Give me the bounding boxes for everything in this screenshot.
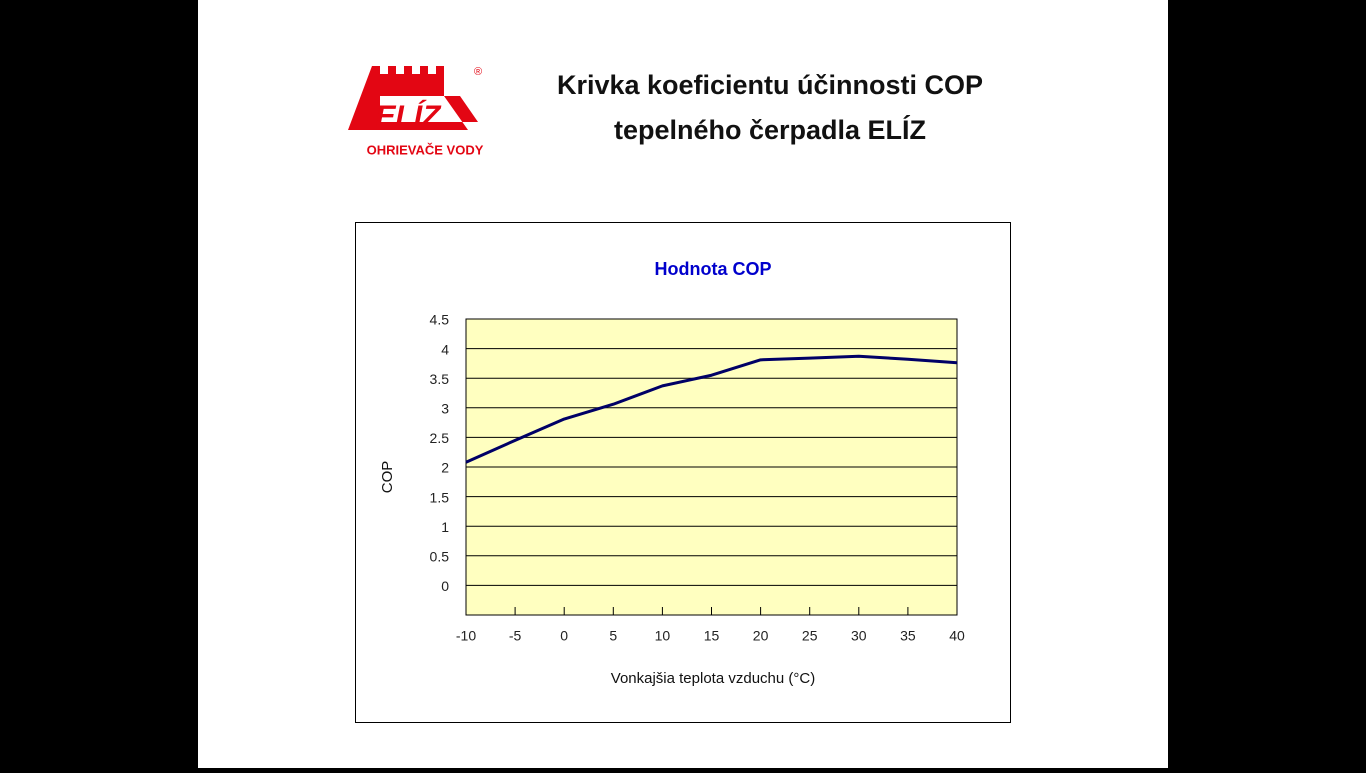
x-tick-label: -5 (509, 628, 522, 644)
x-tick-label: 25 (802, 628, 818, 644)
logo-registered: ® (474, 66, 482, 78)
slide-title: tepelného čerpadla ELÍZ (614, 114, 926, 145)
x-tick-label: -10 (456, 628, 476, 644)
y-tick-label: 0 (441, 578, 449, 594)
x-tick-label: 20 (753, 628, 769, 644)
logo-tagline: OHRIEVAČE VODY (367, 142, 484, 157)
slide-title: Krivka koeficientu účinnosti COP (557, 70, 983, 100)
x-tick-label: 40 (949, 628, 965, 644)
y-tick-label: 4.5 (430, 312, 450, 328)
y-tick-label: 3 (441, 401, 449, 417)
y-tick-label: 2 (441, 460, 449, 476)
y-tick-label: 0.5 (430, 549, 450, 565)
x-tick-label: 5 (609, 628, 617, 644)
x-tick-label: 0 (560, 628, 568, 644)
logo: ELÍZ ® OHRIEVAČE VODY (348, 66, 484, 157)
x-tick-label: 15 (704, 628, 720, 644)
x-tick-label: 10 (655, 628, 671, 644)
y-tick-label: 1 (441, 519, 449, 535)
x-axis-label: Vonkajšia teplota vzduchu (°C) (611, 670, 815, 687)
y-tick-label: 1.5 (430, 489, 450, 505)
logo-castle (348, 66, 478, 130)
x-tick-label: 35 (900, 628, 916, 644)
cop-line (465, 354, 958, 464)
y-tick-label: 4 (441, 341, 449, 357)
x-tick-label: 30 (851, 628, 867, 644)
y-tick-label: 2.5 (430, 430, 450, 446)
logo-brand: ELÍZ (376, 99, 443, 133)
y-axis-label: COP (379, 461, 396, 494)
y-tick-label: 3.5 (430, 371, 450, 387)
chart-title: Hodnota COP (655, 259, 772, 279)
